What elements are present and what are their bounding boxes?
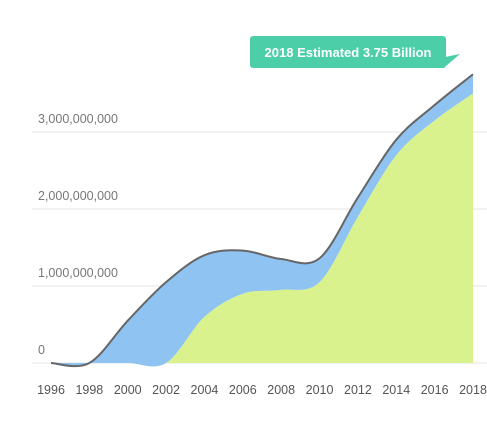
y-tick-label: 0 xyxy=(38,343,45,357)
x-tick-label: 1998 xyxy=(75,383,103,397)
x-tick-label: 1996 xyxy=(37,383,65,397)
x-tick-label: 2008 xyxy=(267,383,295,397)
y-tick-label: 3,000,000,000 xyxy=(38,112,118,126)
x-tick-label: 2006 xyxy=(229,383,257,397)
x-tick-label: 2000 xyxy=(114,383,142,397)
tooltip-text: 2018 Estimated 3.75 Billion xyxy=(265,45,432,60)
x-tick-label: 2012 xyxy=(344,383,372,397)
y-tick-label: 1,000,000,000 xyxy=(38,266,118,280)
x-tick-label: 2018 xyxy=(459,383,487,397)
x-tick-label: 2010 xyxy=(306,383,334,397)
x-axis-ticks: 1996 1998 2000 2002 2004 2006 2008 2010 2012 2014… xyxy=(37,383,487,397)
x-tick-label: 2004 xyxy=(191,383,219,397)
x-tick-label: 2002 xyxy=(152,383,180,397)
x-tick-label: 2016 xyxy=(421,383,449,397)
x-tick-label: 2014 xyxy=(382,383,410,397)
y-tick-label: 2,000,000,000 xyxy=(38,189,118,203)
tooltip: 2018 Estimated 3.75 Billion xyxy=(250,36,460,68)
y-axis-ticks: 0 1,000,000,000 2,000,000,000 3,000,000,000 xyxy=(38,112,118,357)
